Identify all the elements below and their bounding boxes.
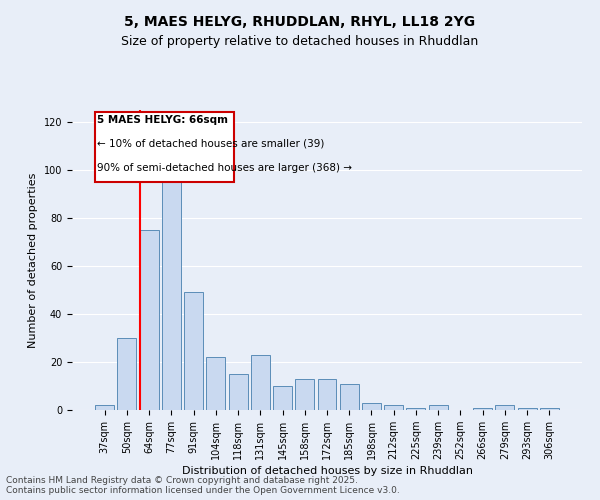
Bar — [206, 357, 225, 410]
Bar — [95, 405, 114, 410]
Bar — [473, 408, 492, 410]
Bar — [229, 374, 248, 410]
Text: 5 MAES HELYG: 66sqm: 5 MAES HELYG: 66sqm — [97, 115, 228, 125]
Bar — [340, 384, 359, 410]
Bar — [273, 386, 292, 410]
Bar — [251, 355, 270, 410]
Text: ← 10% of detached houses are smaller (39): ← 10% of detached houses are smaller (39… — [97, 139, 324, 149]
Bar — [540, 408, 559, 410]
Text: Size of property relative to detached houses in Rhuddlan: Size of property relative to detached ho… — [121, 35, 479, 48]
Bar — [162, 182, 181, 410]
Bar — [140, 230, 158, 410]
Bar — [518, 408, 536, 410]
Bar — [384, 405, 403, 410]
FancyBboxPatch shape — [95, 112, 233, 182]
X-axis label: Distribution of detached houses by size in Rhuddlan: Distribution of detached houses by size … — [182, 466, 473, 476]
Bar — [184, 292, 203, 410]
Bar — [295, 379, 314, 410]
Y-axis label: Number of detached properties: Number of detached properties — [28, 172, 38, 348]
Bar — [406, 408, 425, 410]
Bar — [429, 405, 448, 410]
Bar — [362, 403, 381, 410]
Text: 5, MAES HELYG, RHUDDLAN, RHYL, LL18 2YG: 5, MAES HELYG, RHUDDLAN, RHYL, LL18 2YG — [124, 15, 476, 29]
Bar — [496, 405, 514, 410]
Bar — [118, 338, 136, 410]
Text: Contains HM Land Registry data © Crown copyright and database right 2025.: Contains HM Land Registry data © Crown c… — [6, 476, 358, 485]
Text: Contains public sector information licensed under the Open Government Licence v3: Contains public sector information licen… — [6, 486, 400, 495]
Text: 90% of semi-detached houses are larger (368) →: 90% of semi-detached houses are larger (… — [97, 163, 352, 173]
Bar — [317, 379, 337, 410]
